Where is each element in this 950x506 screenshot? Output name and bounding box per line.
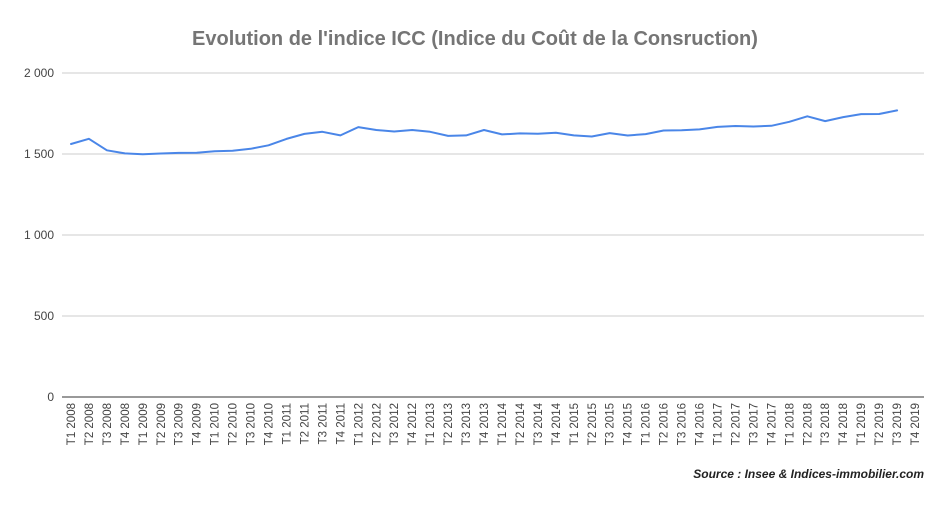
x-tick-label: T4 2008 [120,403,132,445]
x-tick-label: T3 2008 [102,403,114,445]
y-tick-label: 2 000 [24,66,54,80]
chart-title: Evolution de l'indice ICC (Indice du Coû… [192,28,758,50]
x-tick-label: T2 2018 [802,403,814,445]
x-tick-label: T4 2014 [551,402,563,445]
x-tick-label: T3 2010 [246,403,258,445]
x-tick-label: T2 2015 [587,403,599,445]
x-tick-label: T1 2016 [641,403,653,445]
x-tick-label: T4 2012 [407,403,419,445]
x-tick-label: T4 2011 [335,403,347,444]
y-tick-label: 0 [47,390,54,404]
x-tick-label: T1 2013 [425,403,437,445]
x-axis-ticks: T1 2008 T2 2008 T3 2008 T4 2008 T1 2009 T2 20… [66,402,922,445]
x-tick-label: T1 2018 [784,403,796,445]
x-tick-label: T4 2018 [838,403,850,445]
x-tick-label: T4 2017 [766,403,778,445]
source-note: Source : Insee & Indices-immobilier.com [693,467,924,481]
x-tick-label: T1 2014 [497,402,509,445]
x-tick-label: T2 2016 [659,403,671,445]
x-tick-label: T1 2017 [712,403,724,445]
x-tick-label: T1 2010 [210,403,222,445]
x-tick-label: T2 2011 [299,403,311,444]
x-tick-label: T3 2016 [677,403,689,445]
x-tick-label: T2 2019 [874,403,886,445]
x-tick-label: T2 2012 [371,403,383,445]
x-tick-label: T4 2016 [695,403,707,445]
x-tick-label: T2 2013 [443,403,455,445]
x-tick-label: T3 2018 [820,403,832,445]
x-tick-label: T3 2017 [748,403,760,445]
x-tick-label: T3 2013 [461,403,473,445]
x-tick-label: T4 2019 [910,403,922,445]
x-tick-label: T3 2009 [174,403,186,445]
series-group [70,109,899,156]
x-tick-label: T4 2015 [623,403,635,445]
x-tick-label: T4 2013 [479,403,491,445]
x-tick-label: T1 2012 [353,403,365,445]
x-tick-label: T3 2011 [317,403,329,444]
x-tick-label: T3 2019 [892,403,904,445]
y-tick-label: 1 500 [24,147,54,161]
x-tick-label: T1 2015 [569,403,581,445]
x-tick-label: T2 2009 [156,403,168,445]
grid-lines [62,72,924,398]
series-line [70,109,899,156]
x-tick-label: T2 2014 [515,402,527,445]
x-tick-label: T3 2012 [389,403,401,445]
x-tick-label: T4 2009 [192,403,204,445]
y-tick-label: 500 [34,309,54,323]
x-tick-label: T3 2014 [533,402,545,445]
x-tick-label: T2 2017 [730,403,742,445]
x-tick-label: T2 2008 [84,403,96,445]
x-tick-label: T4 2010 [264,403,276,445]
x-tick-label: T1 2011 [281,403,293,444]
x-tick-label: T1 2009 [138,403,150,445]
y-axis-ticks: 0 500 1 000 1 500 2 000 [24,66,54,404]
x-tick-label: T1 2019 [856,403,868,445]
x-tick-label: T2 2010 [228,403,240,445]
x-tick-label: T3 2015 [605,403,617,445]
y-tick-label: 1 000 [24,228,54,242]
x-tick-label: T1 2008 [66,403,78,445]
